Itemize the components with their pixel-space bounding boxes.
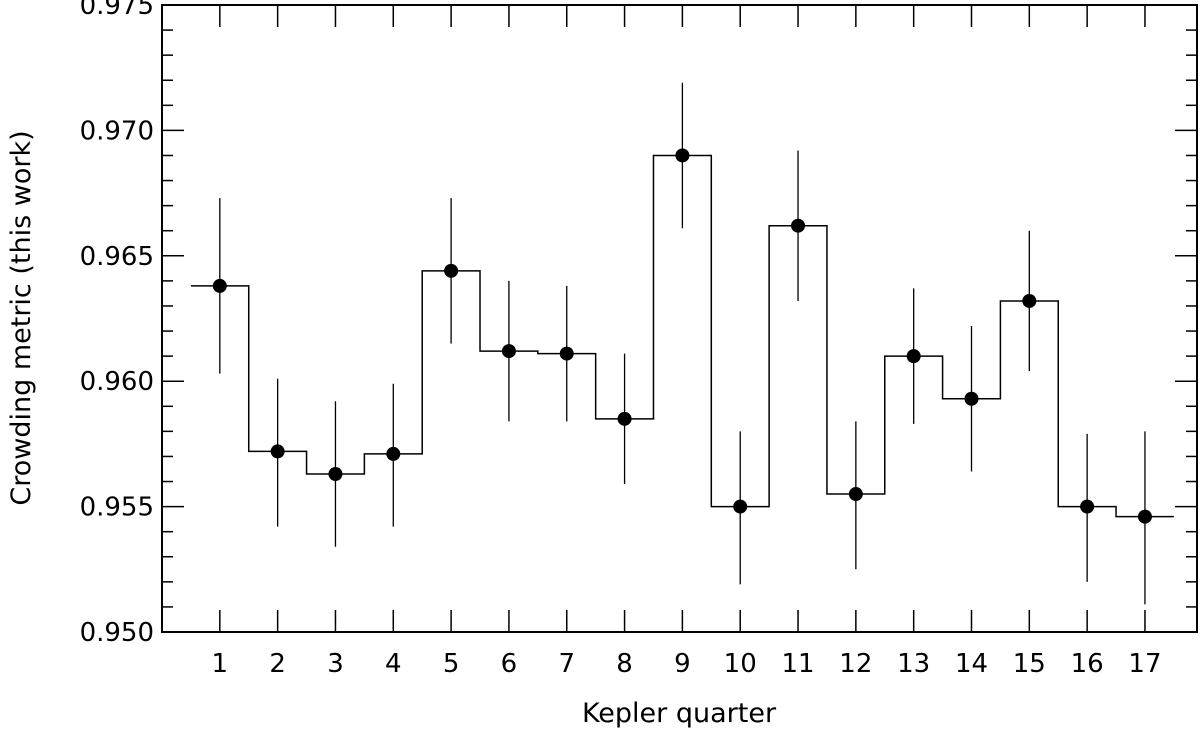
y-tick-label: 0.955 <box>80 493 154 523</box>
x-tick-label: 12 <box>839 649 872 679</box>
x-tick-labels: 1 2 3 4 5 6 7 8 9 10 11 12 13 14 15 16 17 <box>212 649 1162 679</box>
tick-marks <box>162 4 1197 633</box>
data-point <box>559 346 574 361</box>
data-point <box>444 263 459 278</box>
data-point <box>906 349 921 364</box>
data-point <box>1137 509 1152 524</box>
data-point <box>964 391 979 406</box>
data-point <box>270 444 285 459</box>
x-tick-label: 16 <box>1071 649 1104 679</box>
x-tick-label: 13 <box>897 649 930 679</box>
plot-frame <box>161 4 1198 633</box>
x-tick-label: 9 <box>674 649 691 679</box>
x-tick-label: 15 <box>1013 649 1046 679</box>
x-tick-label: 14 <box>955 649 988 679</box>
y-axis-title: Crowding metric (this work) <box>6 130 37 505</box>
data-point <box>733 499 748 514</box>
y-tick-label: 0.975 <box>80 0 154 21</box>
y-tick-label: 0.965 <box>80 242 154 272</box>
x-tick-label: 4 <box>385 649 402 679</box>
x-tick-label: 5 <box>443 649 460 679</box>
data-point <box>328 466 343 481</box>
y-tick-label: 0.950 <box>80 618 154 648</box>
x-tick-label: 11 <box>781 649 814 679</box>
data-point <box>501 344 516 359</box>
data-points <box>212 148 1152 524</box>
x-tick-label: 10 <box>724 649 757 679</box>
x-tick-label: 2 <box>269 649 286 679</box>
x-tick-label: 3 <box>327 649 344 679</box>
y-tick-label: 0.960 <box>80 367 154 397</box>
x-tick-label: 6 <box>501 649 518 679</box>
x-tick-label: 8 <box>616 649 633 679</box>
x-tick-label: 1 <box>212 649 229 679</box>
x-axis-title: Kepler quarter <box>582 698 777 729</box>
data-point <box>617 411 632 426</box>
data-point <box>1080 499 1095 514</box>
data-point <box>386 446 401 461</box>
y-tick-labels: 0.950 0.955 0.960 0.965 0.970 0.975 <box>80 0 154 648</box>
x-tick-label: 17 <box>1128 649 1161 679</box>
data-point <box>675 148 690 163</box>
y-tick-label: 0.970 <box>80 116 154 146</box>
data-point <box>791 218 806 233</box>
data-point <box>1022 293 1037 308</box>
x-tick-label: 7 <box>558 649 575 679</box>
data-point <box>212 278 227 293</box>
data-point <box>848 487 863 502</box>
